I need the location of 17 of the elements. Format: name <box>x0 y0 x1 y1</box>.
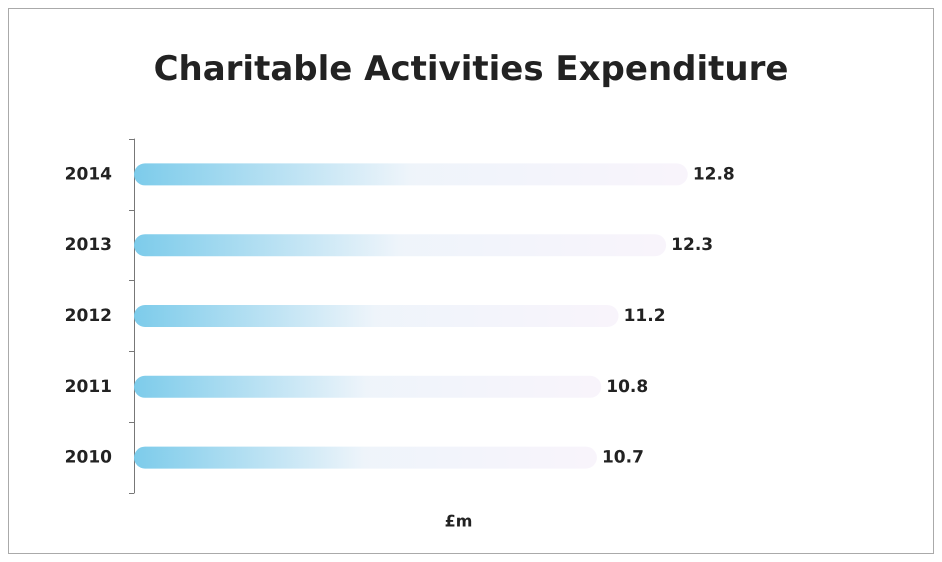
bar <box>134 234 666 256</box>
bar <box>134 163 688 186</box>
y-tick-label: 2010 <box>64 448 112 468</box>
y-tick-label: 2011 <box>64 376 112 397</box>
bar <box>134 446 597 469</box>
data-label: 12.8 <box>692 164 735 184</box>
data-label: 11.2 <box>624 306 666 326</box>
x-axis-title: £m <box>444 512 472 530</box>
bar <box>134 376 602 398</box>
data-label: 10.7 <box>602 448 644 468</box>
chart-title: Charitable Activities Expenditure <box>154 49 788 89</box>
y-tick-label: 2014 <box>64 164 112 184</box>
data-label: 12.3 <box>671 235 714 256</box>
y-tick-label: 2012 <box>64 306 112 326</box>
y-tick-label: 2013 <box>64 235 112 256</box>
bar <box>134 305 619 327</box>
data-label: 10.8 <box>606 376 648 397</box>
